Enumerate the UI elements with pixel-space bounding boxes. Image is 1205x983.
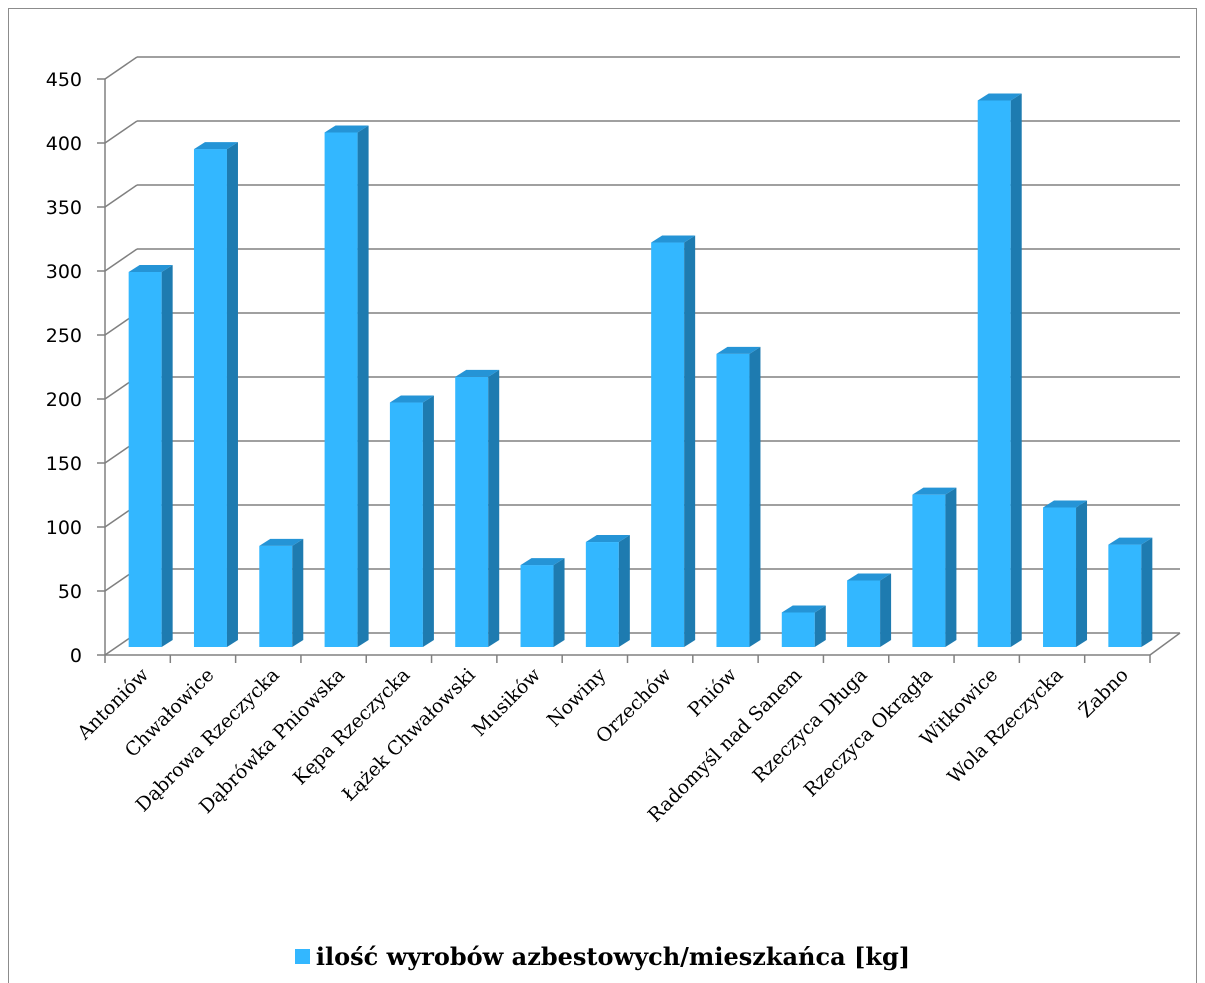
bar-top xyxy=(651,235,696,243)
bar-side xyxy=(1010,93,1022,647)
bar-side xyxy=(553,558,565,647)
bar-top xyxy=(781,605,826,613)
x-category-label: Rzeczyca Okrągła xyxy=(800,664,937,801)
bar-side xyxy=(488,369,500,647)
y-tick-label: 300 xyxy=(46,261,82,283)
bar-side xyxy=(618,535,630,647)
bar-top xyxy=(912,487,957,495)
gridline-side xyxy=(104,120,138,144)
legend: ilość wyrobów azbestowych/mieszkańca [kg… xyxy=(0,942,1205,971)
bar-side xyxy=(1076,500,1088,647)
bar xyxy=(1108,544,1142,647)
bar xyxy=(585,542,619,647)
x-category-label: Kępa Rzeczycka xyxy=(289,664,414,789)
legend-label: ilość wyrobów azbestowych/mieszkańca [kg… xyxy=(315,942,911,971)
bar-side xyxy=(357,125,369,647)
x-category-label: Rzeczyca Długa xyxy=(749,664,872,787)
gridline-side xyxy=(104,56,138,80)
bar-side xyxy=(945,487,957,647)
y-tick-label: 50 xyxy=(58,581,82,603)
bar-side xyxy=(1141,537,1153,647)
bar xyxy=(128,271,162,647)
bar-top xyxy=(389,395,434,403)
y-tick-label: 150 xyxy=(46,453,82,475)
bar-top xyxy=(193,142,238,150)
x-category-label: Łążek Chwałowski xyxy=(338,664,480,806)
bar-side xyxy=(814,605,826,647)
bar xyxy=(781,612,815,647)
y-tick-label: 0 xyxy=(70,645,82,667)
bar xyxy=(651,242,685,647)
legend-swatch xyxy=(294,949,310,964)
bar xyxy=(1043,507,1077,647)
bar xyxy=(259,545,293,647)
bar xyxy=(520,565,554,647)
y-tick-label: 450 xyxy=(46,69,82,91)
bar-side xyxy=(292,538,304,647)
y-tick-label: 250 xyxy=(46,325,82,347)
bar-side xyxy=(749,346,761,647)
bar xyxy=(912,494,946,647)
bar-side xyxy=(422,395,434,647)
bar-top xyxy=(128,264,173,272)
bar xyxy=(193,149,227,647)
x-category-label: Nowiny xyxy=(543,664,611,732)
bar-top xyxy=(977,93,1022,101)
bar xyxy=(324,132,358,647)
gridline-side xyxy=(104,184,138,208)
y-tick-label: 350 xyxy=(46,197,82,219)
bar xyxy=(716,353,750,647)
bar-side xyxy=(684,235,696,647)
y-tick-label: 200 xyxy=(46,389,82,411)
bar-top xyxy=(847,573,892,581)
bar-top xyxy=(716,346,761,354)
x-category-label: Wola Rzeczycka xyxy=(943,664,1067,788)
bar-top xyxy=(259,538,304,546)
bar xyxy=(847,580,881,647)
y-tick-label: 400 xyxy=(46,133,82,155)
bar xyxy=(389,402,423,647)
chart-frame xyxy=(8,8,1197,983)
x-category-label: Musików xyxy=(468,663,545,740)
bar-top xyxy=(520,558,565,566)
bar-top xyxy=(1108,537,1153,545)
bar-top xyxy=(324,125,369,133)
bar-side xyxy=(880,573,892,647)
bar xyxy=(977,100,1011,647)
bar-top xyxy=(1043,500,1088,508)
floor-edge xyxy=(1149,632,1181,656)
x-category-label: Pniów xyxy=(684,663,742,721)
bar xyxy=(455,376,489,647)
x-category-label: Żabno xyxy=(1074,663,1133,722)
bar-top xyxy=(455,369,500,377)
bar-side xyxy=(161,264,173,647)
y-tick-label: 100 xyxy=(46,517,82,539)
bar-side xyxy=(226,142,238,647)
bar-top xyxy=(585,535,630,543)
gridline-side xyxy=(104,248,138,272)
